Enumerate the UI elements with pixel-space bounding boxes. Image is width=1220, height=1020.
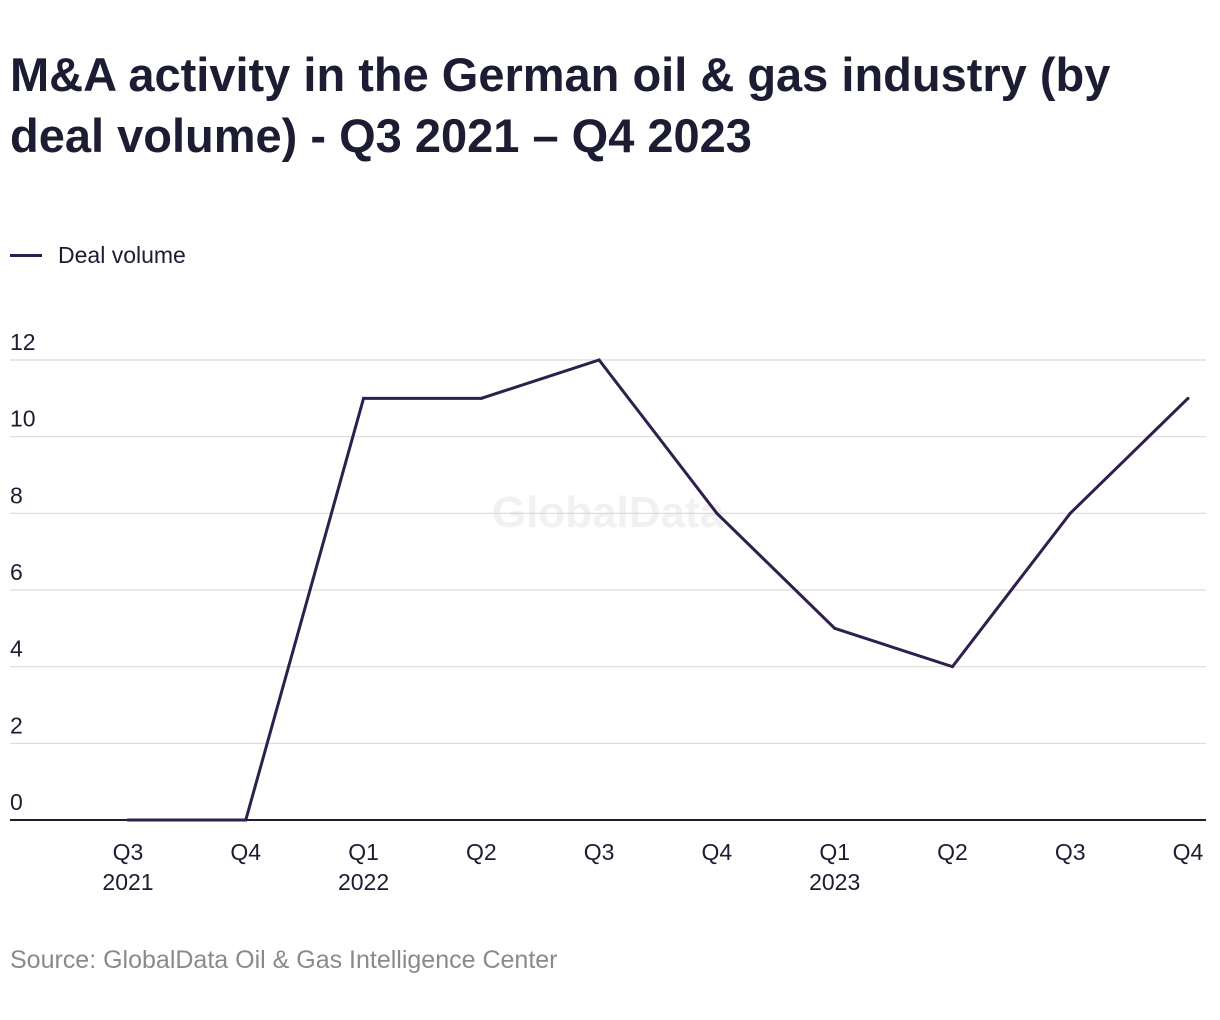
y-tick-label-0: 0 bbox=[10, 789, 23, 815]
data-point-2 bbox=[362, 396, 366, 400]
y-tick-label-2: 2 bbox=[10, 712, 23, 738]
y-tick-label-12: 12 bbox=[10, 329, 36, 355]
x-tick-year-6: 2023 bbox=[809, 869, 860, 895]
x-tick-label-3: Q2 bbox=[466, 839, 497, 865]
chart-legend: Deal volume bbox=[10, 242, 186, 269]
y-axis-ticks: 0 2 4 6 8 10 12 bbox=[10, 329, 36, 815]
x-tick-year-0: 2021 bbox=[102, 869, 153, 895]
x-tick-label-8: Q3 bbox=[1055, 839, 1086, 865]
data-point-9 bbox=[1186, 396, 1190, 400]
series-line-deal-volume bbox=[128, 358, 1190, 822]
chart-title: M&A activity in the German oil & gas ind… bbox=[10, 48, 1111, 162]
data-point-3 bbox=[479, 396, 483, 400]
x-tick-label-9: Q4 bbox=[1173, 839, 1204, 865]
data-point-8 bbox=[1068, 511, 1072, 515]
y-tick-label-4: 4 bbox=[10, 636, 23, 662]
legend-label-deal-volume: Deal volume bbox=[58, 242, 186, 268]
y-tick-label-10: 10 bbox=[10, 406, 36, 432]
data-point-4 bbox=[597, 358, 601, 362]
series-layer bbox=[126, 358, 1190, 822]
x-tick-label-2: Q1 bbox=[348, 839, 379, 865]
data-point-7 bbox=[950, 665, 954, 669]
data-point-1 bbox=[244, 818, 248, 822]
y-tick-label-8: 8 bbox=[10, 482, 23, 508]
y-tick-label-6: 6 bbox=[10, 559, 23, 585]
data-point-6 bbox=[833, 626, 837, 630]
gridlines bbox=[10, 359, 1206, 821]
x-tick-label-5: Q4 bbox=[702, 839, 733, 865]
x-axis-ticks: Q3 2021 Q4 Q1 2022 Q2 Q3 Q4 Q1 2023 Q2 Q3 Q4 bbox=[102, 839, 1203, 895]
data-point-0 bbox=[126, 818, 130, 822]
x-tick-label-7: Q2 bbox=[937, 839, 968, 865]
x-tick-label-6: Q1 bbox=[819, 839, 850, 865]
data-point-5 bbox=[715, 511, 719, 515]
x-tick-label-4: Q3 bbox=[584, 839, 615, 865]
x-tick-label-0: Q3 bbox=[113, 839, 144, 865]
chart-watermark: GlobalData bbox=[492, 488, 725, 537]
source-note: Source: GlobalData Oil & Gas Intelligenc… bbox=[10, 946, 558, 974]
legend-swatch-deal-volume bbox=[10, 254, 42, 257]
x-tick-year-2: 2022 bbox=[338, 869, 389, 895]
x-tick-label-1: Q4 bbox=[230, 839, 261, 865]
